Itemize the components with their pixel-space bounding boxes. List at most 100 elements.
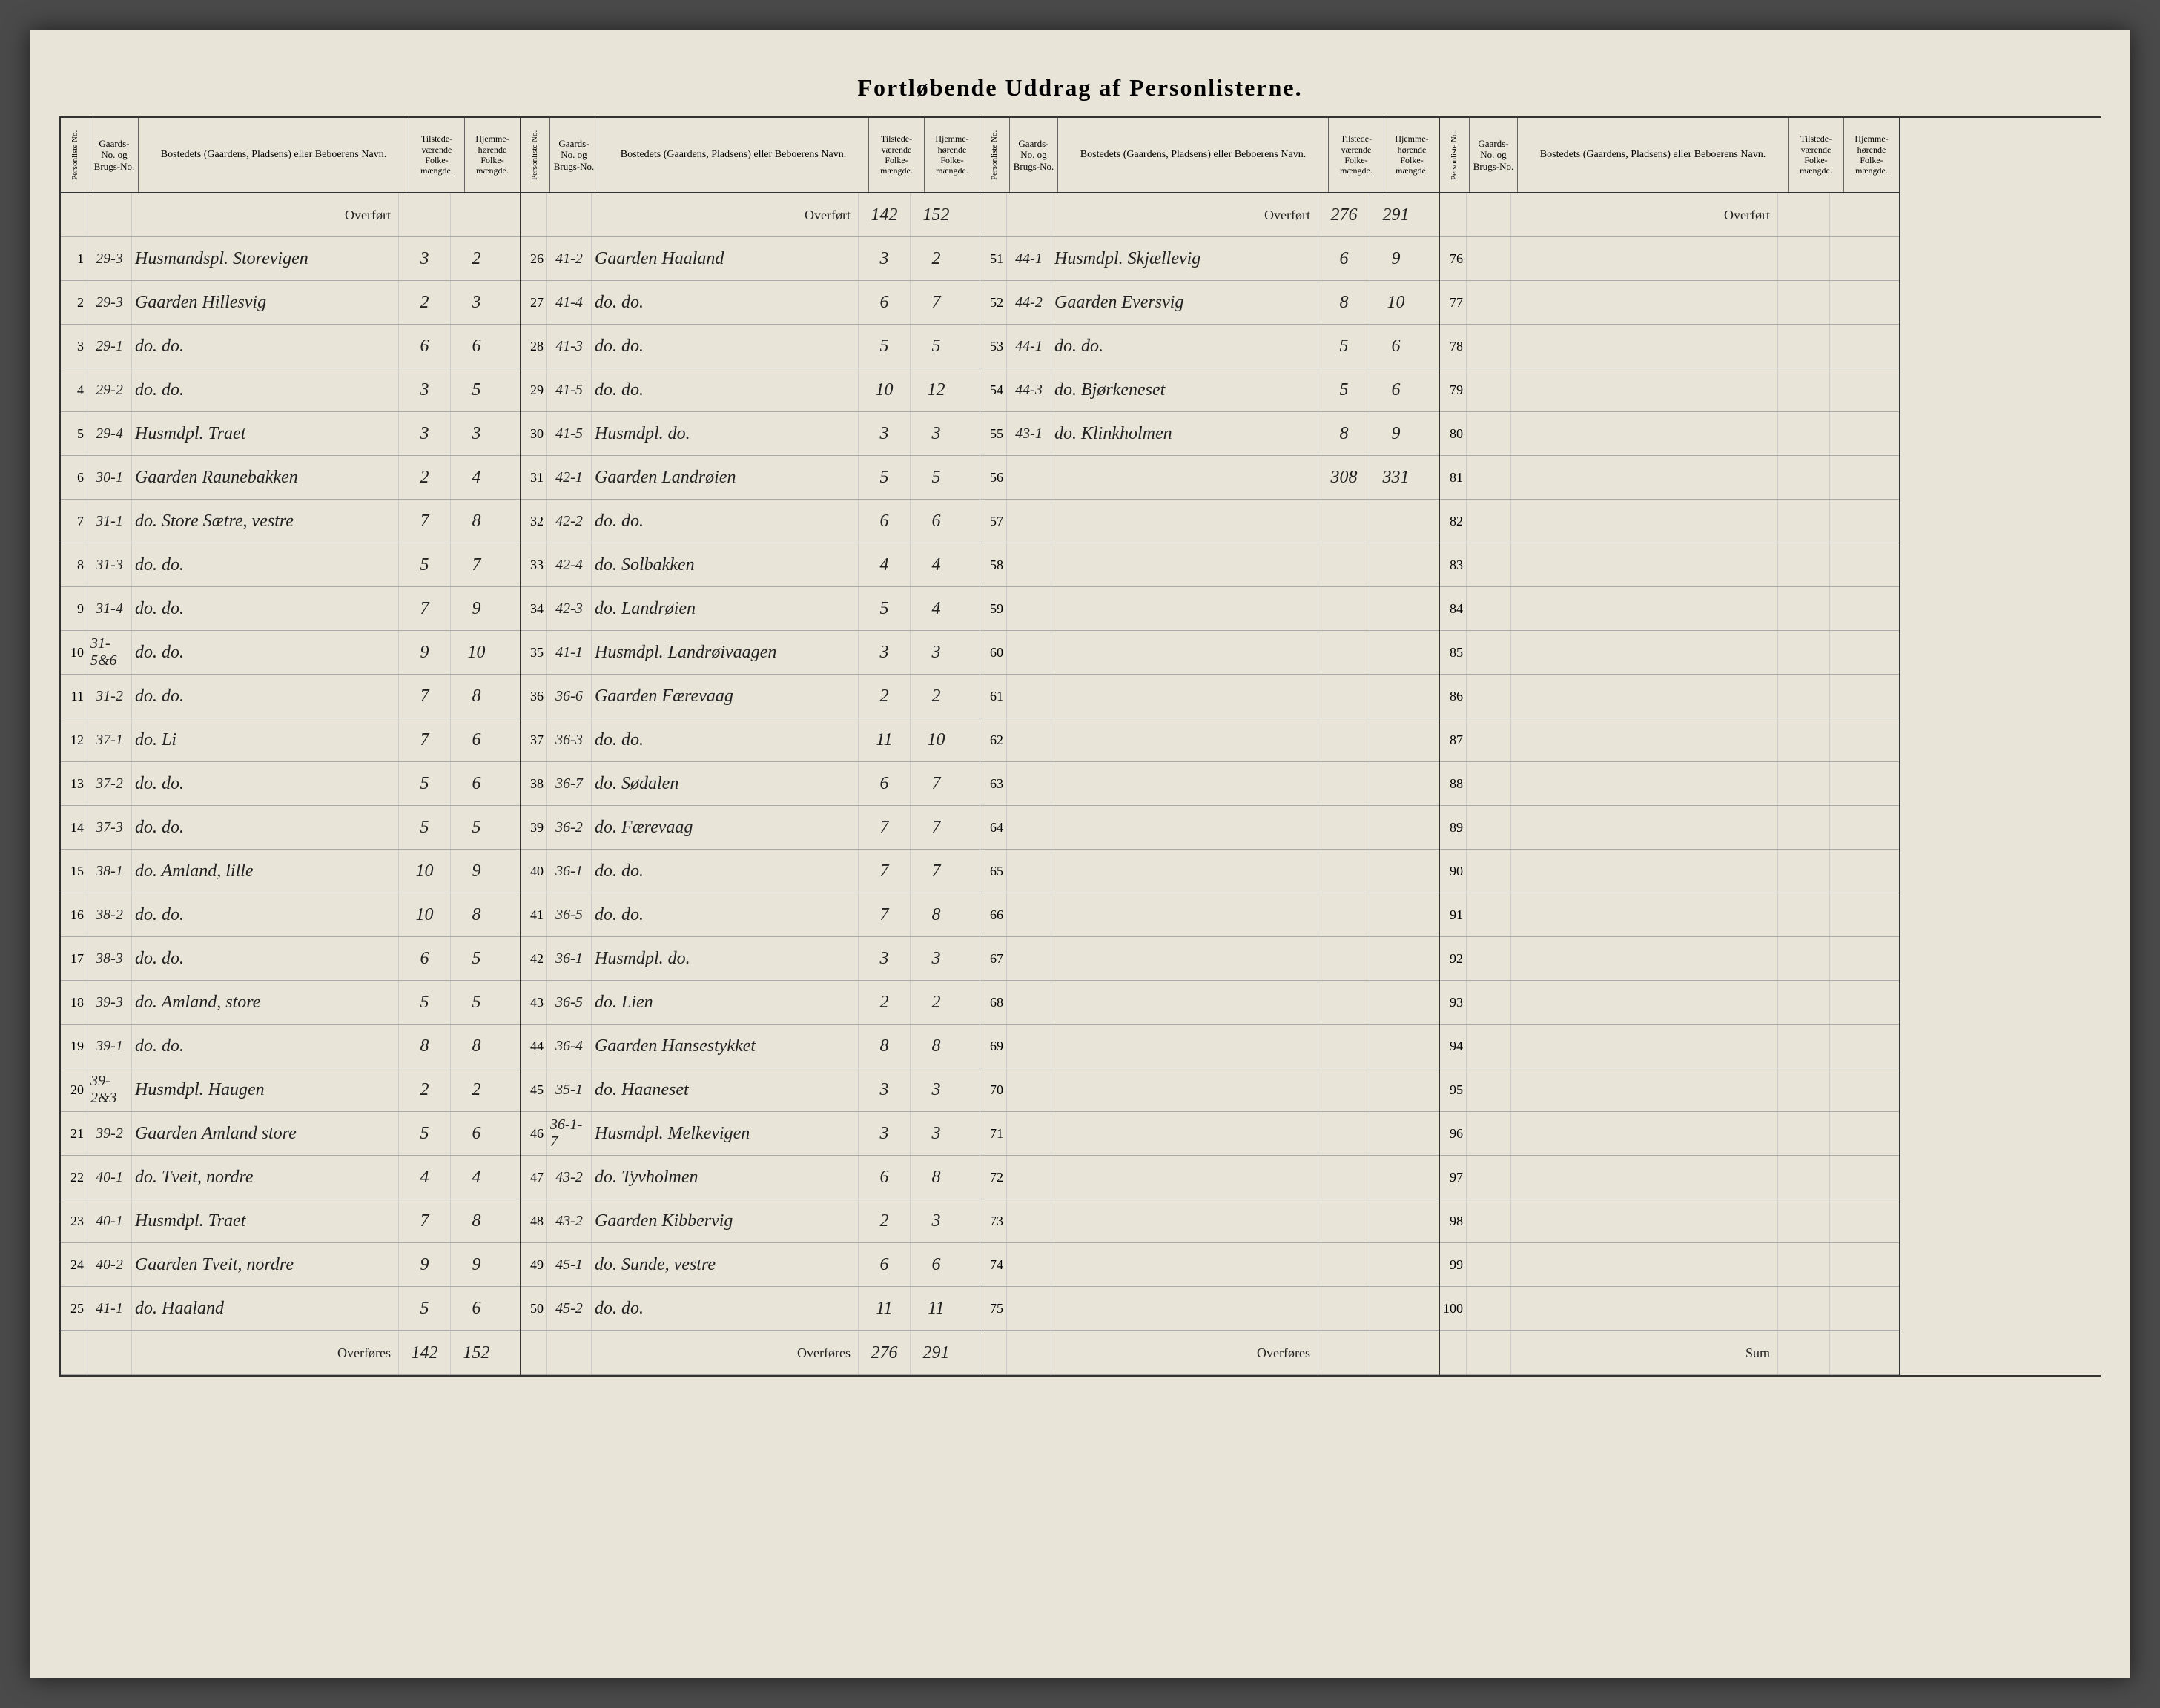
cell: 93	[1440, 981, 1466, 1024]
cell: 6	[858, 1156, 910, 1199]
cell: 4	[450, 1156, 502, 1199]
cell	[1318, 1331, 1370, 1374]
table-row: 76	[1440, 237, 1899, 281]
cell: 44-1	[1006, 237, 1051, 280]
cell: 78	[1440, 325, 1466, 368]
cell: 4	[398, 1156, 450, 1199]
cell	[1829, 850, 1881, 893]
cell: 92	[1440, 937, 1466, 980]
cell: 2	[61, 281, 87, 324]
cell	[1466, 500, 1510, 543]
cell	[1777, 1156, 1829, 1199]
cell: 50	[521, 1287, 546, 1330]
table-row: 1638-2do. do.108	[61, 893, 520, 937]
cell	[1510, 631, 1777, 674]
table-row: 1939-1do. do.88	[61, 1025, 520, 1068]
table-row: 1538-1do. Amland, lille109	[61, 850, 520, 893]
cell: 52	[980, 281, 1006, 324]
cell: 15	[61, 850, 87, 893]
cell: 3	[398, 368, 450, 411]
cell: 36-5	[546, 981, 591, 1024]
cell: Gaarden Hansestykket	[591, 1025, 858, 1068]
cell: 59	[980, 587, 1006, 630]
table-row: 3736-3do. do.1110	[521, 718, 980, 762]
cell	[1510, 237, 1777, 280]
cell	[1510, 1243, 1777, 1286]
cell: 5	[450, 981, 502, 1024]
cell	[1510, 850, 1777, 893]
cell: 9	[398, 1243, 450, 1286]
cell	[1829, 762, 1881, 805]
cell: Gaarden Kibbervig	[591, 1199, 858, 1242]
cell	[1051, 543, 1318, 586]
cell: 7	[450, 543, 502, 586]
cell	[1370, 893, 1421, 936]
cell: 7	[398, 675, 450, 718]
header-cell: Hjemme-hørende Folke-mængde.	[1384, 118, 1439, 192]
cell: 27	[521, 281, 546, 324]
table-row: 91	[1440, 893, 1899, 937]
cell	[1466, 1068, 1510, 1111]
cell	[1051, 850, 1318, 893]
cell: 7	[858, 850, 910, 893]
cell	[1777, 893, 1829, 936]
cell: 12	[910, 368, 962, 411]
cell	[1777, 1287, 1829, 1330]
cell	[1777, 500, 1829, 543]
cell: 8	[910, 893, 962, 936]
table-row: 90	[1440, 850, 1899, 893]
table-row: 831-3do. do.57	[61, 543, 520, 587]
cell	[1318, 1287, 1370, 1330]
cell: 3	[858, 1112, 910, 1155]
cell: 7	[398, 1199, 450, 1242]
table-row: 60	[980, 631, 1439, 675]
cell: 67	[980, 937, 1006, 980]
cell: 3	[910, 1068, 962, 1111]
cell: do. do.	[1051, 325, 1318, 368]
header-cell: Bostedets (Gaardens, Pladsens) eller Beb…	[598, 118, 868, 192]
cell	[1318, 1068, 1370, 1111]
cell: 23	[61, 1199, 87, 1242]
cell: 3	[858, 1068, 910, 1111]
cell: 45-1	[546, 1243, 591, 1286]
table-row: 56308331	[980, 456, 1439, 500]
cell: 37-3	[87, 806, 131, 849]
cell: 42-3	[546, 587, 591, 630]
table-row: 79	[1440, 368, 1899, 412]
cell: 32	[521, 500, 546, 543]
cell	[1510, 500, 1777, 543]
cell	[1006, 1287, 1051, 1330]
cell	[1510, 762, 1777, 805]
cell: 8	[450, 500, 502, 543]
cell: 29-1	[87, 325, 131, 368]
table-row: 1237-1do. Li76	[61, 718, 520, 762]
cell: do. Klinkholmen	[1051, 412, 1318, 455]
table-row: 3342-4do. Solbakken44	[521, 543, 980, 587]
table-row: 2841-3do. do.55	[521, 325, 980, 368]
cell: 42-1	[546, 456, 591, 499]
cell: 7	[910, 762, 962, 805]
cell: Gaarden Landrøien	[591, 456, 858, 499]
cell: 56	[980, 456, 1006, 499]
cell	[1006, 631, 1051, 674]
cell: 11	[858, 1287, 910, 1330]
cell	[1318, 806, 1370, 849]
cell: 276	[1318, 193, 1370, 236]
cell	[1370, 806, 1421, 849]
cell: 35	[521, 631, 546, 674]
cell: 96	[1440, 1112, 1466, 1155]
cell	[1510, 587, 1777, 630]
cell	[1318, 1156, 1370, 1199]
cell	[1510, 1025, 1777, 1068]
table-row: 96	[1440, 1112, 1899, 1156]
table-row: 70	[980, 1068, 1439, 1112]
cell	[1370, 981, 1421, 1024]
cell: Gaarden Færevaag	[591, 675, 858, 718]
table-row: 1839-3do. Amland, store55	[61, 981, 520, 1025]
cell: 43-1	[1006, 412, 1051, 455]
cell	[1370, 1068, 1421, 1111]
cell: 3	[910, 412, 962, 455]
cell: 29-2	[87, 368, 131, 411]
cell	[1370, 718, 1421, 761]
cell: 3	[398, 412, 450, 455]
